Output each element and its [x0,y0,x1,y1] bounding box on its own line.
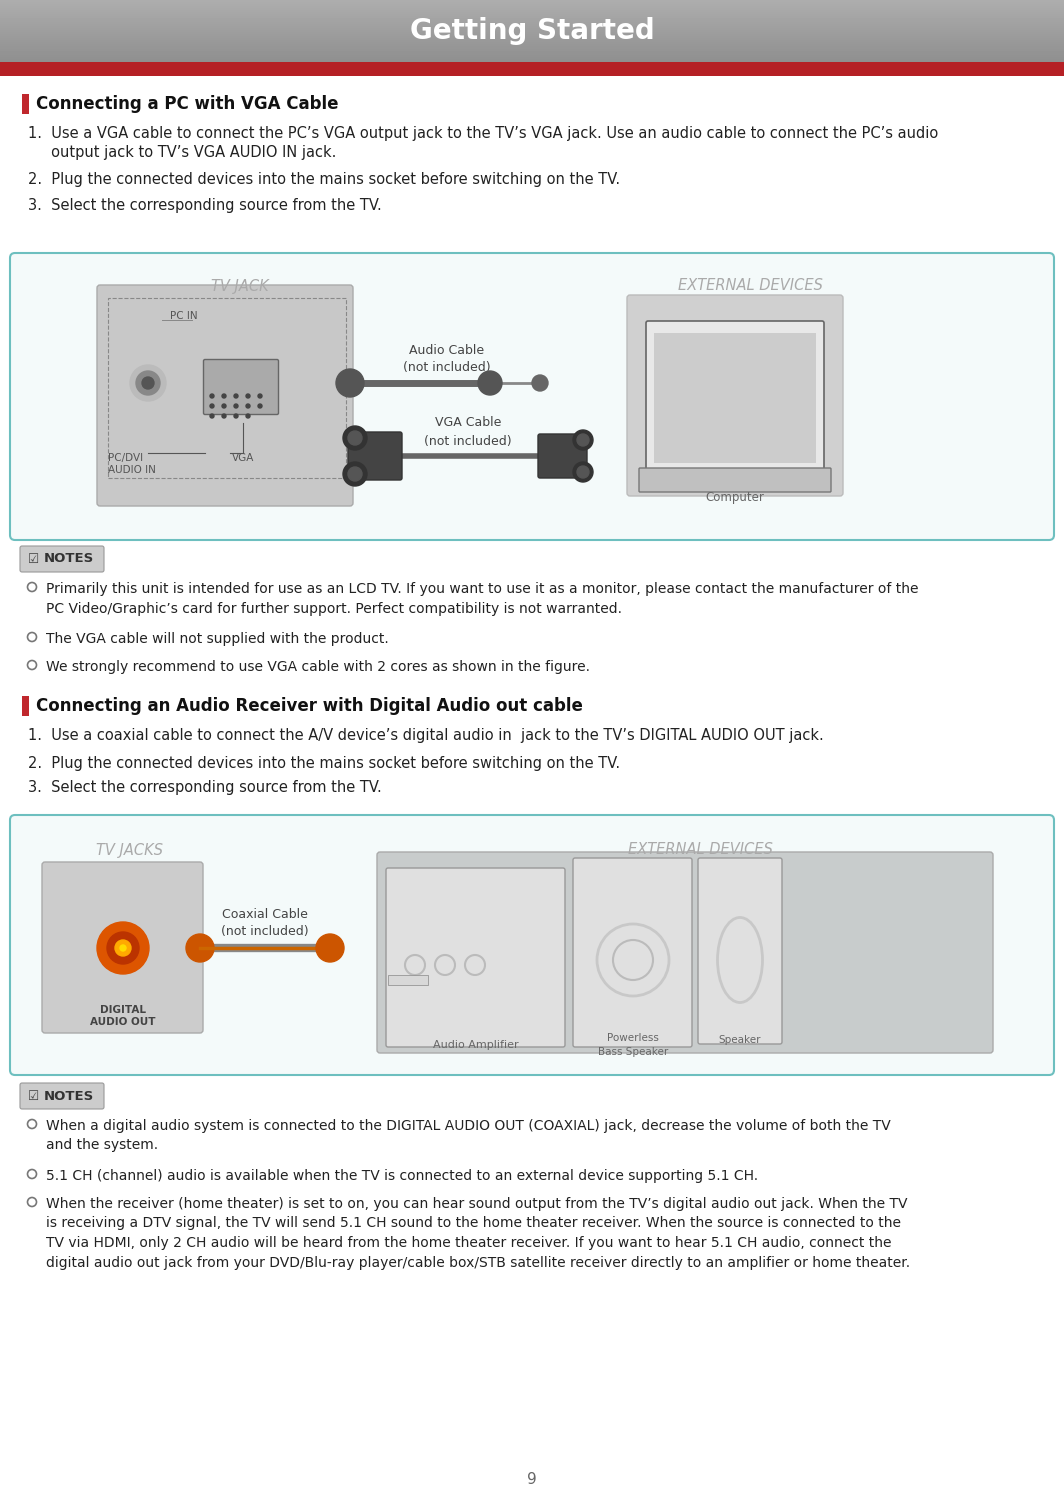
Circle shape [348,467,362,481]
Circle shape [336,370,364,397]
FancyBboxPatch shape [646,322,824,470]
Text: Primarily this unit is intended for use as an LCD TV. If you want to use it as a: Primarily this unit is intended for use … [46,582,918,616]
Circle shape [257,394,262,398]
Text: Powerless
Bass Speaker: Powerless Bass Speaker [598,1034,668,1057]
Text: PC/DVI: PC/DVI [109,452,144,463]
FancyBboxPatch shape [97,286,353,507]
Circle shape [478,371,502,395]
FancyBboxPatch shape [377,852,993,1054]
Circle shape [222,394,226,398]
Text: When the receiver (home theater) is set to on, you can hear sound output from th: When the receiver (home theater) is set … [46,1196,910,1270]
Text: Speaker: Speaker [719,1036,761,1045]
Text: NOTES: NOTES [44,553,95,565]
Text: 5.1 CH (channel) audio is available when the TV is connected to an external devi: 5.1 CH (channel) audio is available when… [46,1169,759,1183]
Text: TV JACK: TV JACK [211,278,269,293]
Text: 1.  Use a coaxial cable to connect the A/V device’s digital audio in  jack to th: 1. Use a coaxial cable to connect the A/… [28,727,824,742]
Circle shape [348,431,362,445]
Circle shape [115,939,131,956]
Circle shape [343,461,367,485]
FancyBboxPatch shape [203,359,279,415]
Text: Connecting an Audio Receiver with Digital Audio out cable: Connecting an Audio Receiver with Digita… [36,697,583,715]
Text: When a digital audio system is connected to the DIGITAL AUDIO OUT (COAXIAL) jack: When a digital audio system is connected… [46,1120,891,1153]
Circle shape [234,404,238,407]
Circle shape [316,933,344,962]
FancyBboxPatch shape [627,295,843,496]
Text: AUDIO OUT: AUDIO OUT [90,1018,155,1027]
Text: PC IN: PC IN [170,311,198,322]
Text: 3.  Select the corresponding source from the TV.: 3. Select the corresponding source from … [28,198,382,213]
Text: DIGITAL: DIGITAL [100,1006,146,1015]
FancyBboxPatch shape [10,253,1054,540]
FancyBboxPatch shape [41,863,203,1033]
Bar [109,298,346,478]
FancyBboxPatch shape [20,546,104,573]
Text: AUDIO IN: AUDIO IN [109,464,155,475]
Circle shape [222,413,226,418]
Circle shape [120,945,126,951]
Circle shape [246,413,250,418]
Text: We strongly recommend to use VGA cable with 2 cores as shown in the figure.: We strongly recommend to use VGA cable w… [46,660,591,673]
Text: EXTERNAL DEVICES: EXTERNAL DEVICES [678,278,822,293]
Text: Coaxial Cable
(not included): Coaxial Cable (not included) [221,908,309,938]
Bar [0,62,1064,77]
Text: Audio Amplifier: Audio Amplifier [433,1040,519,1051]
Text: 2.  Plug the connected devices into the mains socket before switching on the TV.: 2. Plug the connected devices into the m… [28,756,620,771]
Text: The VGA cable will not supplied with the product.: The VGA cable will not supplied with the… [46,631,388,646]
Text: NOTES: NOTES [44,1090,95,1103]
Circle shape [246,404,250,407]
Bar [654,334,816,463]
Circle shape [186,933,214,962]
Circle shape [97,921,149,974]
FancyBboxPatch shape [10,815,1054,1075]
FancyBboxPatch shape [698,858,782,1045]
FancyBboxPatch shape [386,869,565,1048]
Bar [22,95,29,114]
Circle shape [210,394,214,398]
Circle shape [142,377,154,389]
Circle shape [246,394,250,398]
Text: EXTERNAL DEVICES: EXTERNAL DEVICES [628,843,772,858]
Text: Audio Cable
(not included): Audio Cable (not included) [403,344,491,374]
FancyBboxPatch shape [639,467,831,491]
Circle shape [210,404,214,407]
Circle shape [234,394,238,398]
Text: Getting Started: Getting Started [410,17,654,45]
Bar [388,975,428,984]
Circle shape [234,413,238,418]
Text: VGA Cable
(not included): VGA Cable (not included) [425,416,512,448]
Circle shape [573,430,593,449]
Text: Connecting a PC with VGA Cable: Connecting a PC with VGA Cable [36,95,338,113]
Text: TV JACKS: TV JACKS [97,843,164,858]
Text: ☑: ☑ [28,553,39,565]
Text: 2.  Plug the connected devices into the mains socket before switching on the TV.: 2. Plug the connected devices into the m… [28,171,620,186]
Circle shape [532,376,548,391]
Circle shape [210,413,214,418]
Text: 9: 9 [527,1473,537,1488]
Circle shape [577,434,589,446]
Text: 3.  Select the corresponding source from the TV.: 3. Select the corresponding source from … [28,780,382,795]
FancyBboxPatch shape [20,1084,104,1109]
Circle shape [343,425,367,449]
Circle shape [222,404,226,407]
FancyBboxPatch shape [348,431,402,479]
Circle shape [573,461,593,482]
FancyBboxPatch shape [573,858,692,1048]
Circle shape [136,371,160,395]
Text: output jack to TV’s VGA AUDIO IN jack.: output jack to TV’s VGA AUDIO IN jack. [28,144,336,159]
Text: Computer: Computer [705,491,764,505]
Text: 1.  Use a VGA cable to connect the PC’s VGA output jack to the TV’s VGA jack. Us: 1. Use a VGA cable to connect the PC’s V… [28,126,938,141]
Circle shape [577,466,589,478]
Bar [22,696,29,715]
Circle shape [107,932,139,963]
Circle shape [130,365,166,401]
FancyBboxPatch shape [538,434,587,478]
Text: ☑: ☑ [28,1090,39,1103]
Text: VGA: VGA [232,452,254,463]
Circle shape [257,404,262,407]
